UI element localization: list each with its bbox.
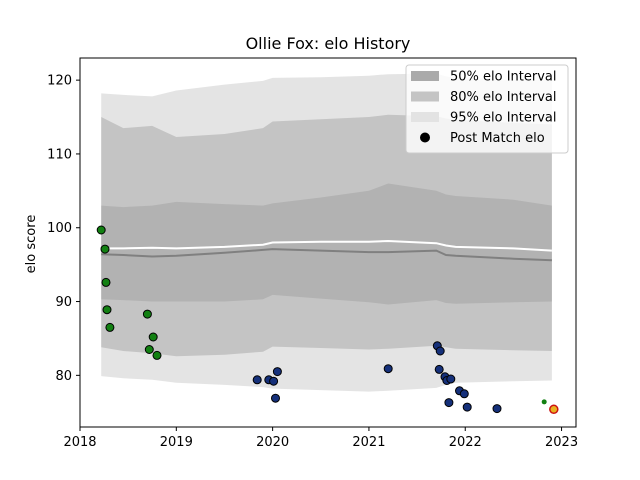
post-match-elo-point <box>144 345 154 354</box>
post-match-elo-point <box>96 225 106 235</box>
mean-line <box>101 239 552 252</box>
post-match-elo-point <box>492 404 502 414</box>
post-match-elo-point <box>435 346 445 356</box>
legend-swatch <box>411 112 439 122</box>
y-tick-label: 80 <box>55 369 72 384</box>
legend-box <box>405 64 569 154</box>
post-match-elo-point <box>541 399 547 405</box>
post-match-elo-point <box>152 350 162 360</box>
post-match-elo-point <box>142 309 152 319</box>
y-tick-label: 110 <box>47 147 72 162</box>
x-tick-label: 2021 <box>352 435 385 450</box>
post-match-elo-point <box>105 322 115 332</box>
post-match-elo-point <box>148 332 158 342</box>
post-match-elo-point <box>272 367 282 377</box>
post-match-elo-point <box>549 404 559 415</box>
legend-label: 95% elo Interval <box>450 111 557 126</box>
x-tick-label: 2023 <box>545 435 578 450</box>
legend-marker <box>420 132 430 143</box>
y-tick-label: 120 <box>47 74 72 89</box>
x-tick-label: 2022 <box>449 435 482 450</box>
y-tick-label: 90 <box>55 295 72 310</box>
y-axis-label: elo score <box>24 215 39 274</box>
post-match-elo-point <box>459 389 469 399</box>
post-match-elo-point <box>271 393 280 403</box>
post-match-elo-point <box>102 305 112 315</box>
post-match-elo-point <box>446 374 456 384</box>
post-match-elo-point <box>269 376 279 386</box>
x-tick-label: 2019 <box>160 435 193 450</box>
post-match-elo-point <box>252 375 262 385</box>
legend-swatch <box>411 91 439 102</box>
x-tick-label: 2018 <box>63 435 96 450</box>
post-match-elo-point <box>383 364 393 374</box>
x-tick-label: 2020 <box>256 435 289 450</box>
post-match-elo-point <box>100 244 110 254</box>
post-match-elo-point <box>462 402 472 412</box>
legend-label: 80% elo Interval <box>450 90 557 105</box>
axes-frame <box>79 57 577 428</box>
legend-label: 50% elo Interval <box>450 70 557 85</box>
median-line <box>101 248 552 262</box>
chart-title: Ollie Fox: elo History <box>246 34 411 53</box>
post-match-elo-point <box>101 277 111 287</box>
post-match-elo-point <box>444 398 454 408</box>
band-50-interval <box>101 183 552 305</box>
band-80-interval <box>101 114 552 357</box>
legend-swatch <box>411 71 439 81</box>
legend-label: Post Match elo <box>450 131 545 146</box>
y-tick-label: 100 <box>47 221 72 236</box>
post-match-elo-point <box>434 364 444 374</box>
legend: 50% elo Interval 80% elo Interval 95% elo … <box>405 64 569 154</box>
